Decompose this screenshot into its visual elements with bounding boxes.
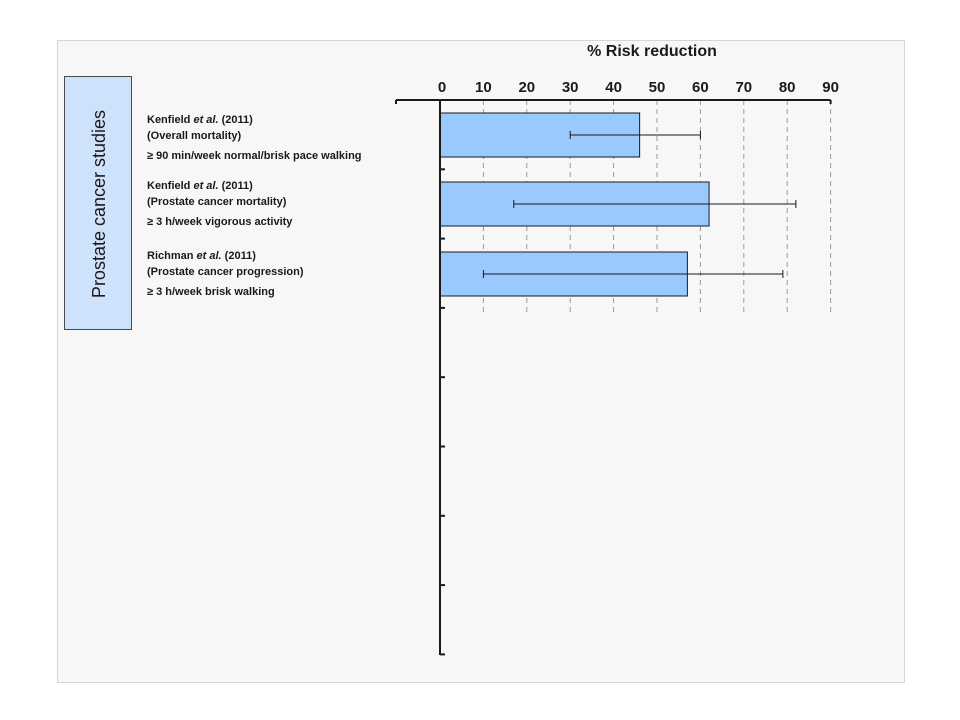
study-1-exposure: ≥ 90 min/week normal/brisk pace walking	[147, 150, 362, 162]
study-1-year: (2011)	[221, 114, 253, 126]
x-tick-label-0: 0	[438, 79, 446, 96]
study-3-outcome: (Prostate cancer progression)	[147, 266, 304, 278]
study-2-etal: et al.	[193, 180, 219, 192]
study-label-2: Kenfield et al. (2011) (Prostate cancer …	[147, 178, 292, 230]
study-2-outcome: (Prostate cancer mortality)	[147, 196, 287, 208]
x-tick-label-50: 50	[649, 79, 666, 96]
x-tick-label-20: 20	[518, 79, 535, 96]
study-3-etal: et al.	[196, 250, 222, 262]
x-tick-label-40: 40	[605, 79, 622, 96]
study-2-exposure: ≥ 3 h/week vigorous activity	[147, 216, 293, 228]
study-3-exposure: ≥ 3 h/week brisk walking	[147, 286, 275, 298]
x-tick-label-80: 80	[779, 79, 796, 96]
x-tick-label-60: 60	[692, 79, 709, 96]
study-1-outcome: (Overall mortality)	[147, 130, 242, 142]
chart-title: % Risk reduction	[587, 43, 717, 60]
side-label-box: Prostate cancer studies	[64, 76, 132, 330]
x-tick-label-10: 10	[475, 79, 492, 96]
study-1-etal: et al.	[193, 114, 219, 126]
x-tick-label-70: 70	[735, 79, 752, 96]
study-3-year: (2011)	[224, 250, 256, 262]
study-1-author: Kenfield	[147, 114, 191, 126]
study-label-3: Richman et al. (2011) (Prostate cancer p…	[147, 248, 304, 300]
study-2-year: (2011)	[221, 180, 253, 192]
x-tick-label-30: 30	[562, 79, 579, 96]
study-label-1: Kenfield et al. (2011) (Overall mortalit…	[147, 112, 362, 164]
study-2-author: Kenfield	[147, 180, 191, 192]
study-3-author: Richman	[147, 250, 194, 262]
x-tick-label-90: 90	[822, 79, 839, 96]
